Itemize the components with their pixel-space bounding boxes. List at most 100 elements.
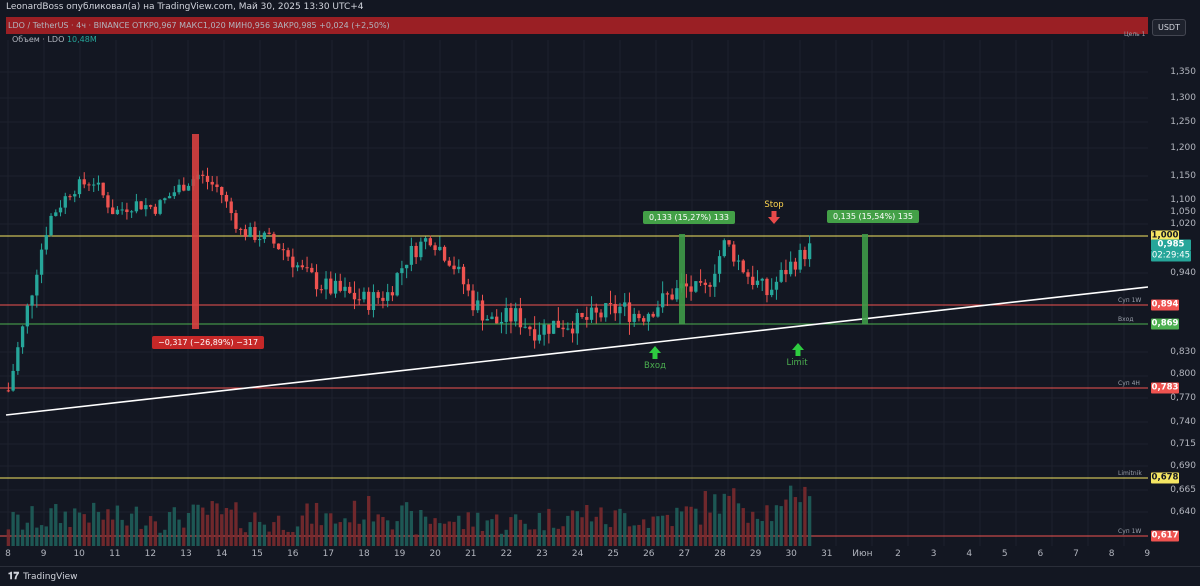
candle-body — [63, 196, 67, 208]
volume-bar — [6, 529, 11, 546]
price-tag-yellow-top[interactable]: 1,000 — [1151, 230, 1179, 242]
candle-body — [741, 260, 745, 273]
candle-body — [381, 297, 385, 301]
volume-bar — [35, 527, 39, 546]
volume-bar — [694, 508, 698, 546]
price-scale[interactable]: 1,350 1,300 1,250 1,200 1,150 1,100 1,050 1,020… — [1148, 0, 1200, 546]
candle-body — [575, 312, 579, 334]
candle-body — [428, 238, 432, 246]
measure-label-right[interactable]: 0,135 (15,54%) 135 — [827, 210, 920, 223]
candle-body — [139, 201, 143, 210]
bar-countdown: 02:29:45 — [1151, 250, 1191, 262]
volume-legend[interactable]: Объем · LDO 10,48M — [12, 35, 97, 44]
volume-bar — [111, 519, 115, 546]
candle-body — [485, 318, 489, 321]
symbol-legend-bar[interactable] — [6, 17, 1148, 34]
volume-bar — [381, 516, 385, 546]
measure-label-mid[interactable]: 0,133 (15,27%) 133 — [643, 211, 736, 224]
candle-body — [480, 300, 485, 321]
time-label: 8 — [1108, 549, 1115, 559]
volume-bar — [570, 510, 575, 546]
level-name-sup1w-low: Суп 1W — [1118, 528, 1142, 535]
price-tick: 1,100 — [1170, 195, 1196, 205]
volume-bar — [589, 521, 594, 546]
volume-bar — [495, 514, 499, 546]
candle-body — [295, 265, 300, 268]
volume-bar — [362, 519, 366, 546]
volume-bar — [68, 527, 72, 546]
volume-bar — [542, 530, 546, 546]
volume-bar — [433, 518, 437, 546]
volume-bar — [324, 513, 328, 546]
candle-body — [310, 267, 314, 273]
time-label: 26 — [643, 549, 655, 559]
price-tag-sup4h[interactable]: 0,783 — [1151, 382, 1179, 394]
price-chart[interactable] — [0, 0, 1148, 546]
level-name-limitnik: Limitnik — [1118, 470, 1142, 477]
time-label: 14 — [215, 549, 228, 559]
price-tag-entry[interactable]: 0,869 — [1151, 318, 1179, 330]
candle-body — [186, 185, 191, 191]
current-price-tag[interactable]: 0,985 — [1151, 239, 1191, 251]
symbol-line[interactable]: LDO / TetherUS · 4ч · BINANCE ОТКР0,967 … — [8, 21, 390, 30]
price-tag-limitnik[interactable]: 0,678 — [1151, 472, 1179, 484]
volume-bar — [765, 505, 769, 546]
candle-body — [537, 334, 542, 341]
price-tag-resistance[interactable]: 0,894 — [1151, 299, 1179, 311]
volume-bar — [623, 513, 627, 546]
volume-bar — [585, 504, 589, 546]
candle-body — [281, 249, 286, 251]
volume-bar — [551, 527, 556, 546]
volume-bar — [101, 519, 105, 546]
volume-bar — [793, 497, 798, 546]
tradingview-brand[interactable]: 𝟏𝟕 TradingView — [8, 571, 78, 582]
candle-body — [404, 264, 409, 269]
price-tick: 1,020 — [1170, 219, 1196, 229]
volume-bar — [608, 527, 613, 546]
candle-body — [367, 291, 371, 311]
volume-bar — [736, 503, 741, 546]
volume-bar — [419, 510, 423, 546]
time-label: 31 — [821, 549, 833, 559]
volume-bar — [594, 516, 598, 546]
candle-body — [314, 272, 319, 290]
level-name-resistance: Суп 1W — [1118, 297, 1142, 304]
candle-body — [106, 195, 110, 208]
volume-bar — [134, 506, 139, 546]
candle-body — [438, 246, 442, 251]
volume-bar — [708, 512, 712, 546]
volume-bar — [613, 510, 617, 546]
candle-body — [362, 291, 366, 300]
candle-body — [338, 280, 342, 291]
level-name-sup4h: Суп 4Н — [1118, 380, 1140, 387]
time-label: 16 — [287, 549, 299, 559]
volume-bar — [599, 507, 603, 546]
measure-label-left[interactable]: −0,317 (−26,89%) −317 — [152, 336, 265, 349]
candle-body — [58, 207, 63, 213]
volume-bar — [291, 532, 295, 546]
candle-body — [371, 292, 376, 311]
price-tag-sup1w-low[interactable]: 0,617 — [1151, 530, 1179, 542]
volume-bar — [803, 486, 807, 546]
volume-bar — [732, 488, 736, 546]
limit-label[interactable]: Limit — [786, 358, 808, 368]
volume-bar — [82, 514, 86, 546]
volume-bar — [703, 491, 707, 546]
volume-bar — [760, 521, 764, 546]
volume-bar — [476, 512, 480, 546]
volume-bar — [115, 505, 120, 546]
candle-body — [20, 326, 25, 348]
author-line: LeonardBoss опубликовал(а) на TradingVie… — [6, 2, 364, 12]
currency-button[interactable]: USDT — [1152, 19, 1186, 36]
volume-bar — [191, 504, 195, 546]
volume-bar — [106, 509, 110, 546]
volume-bar — [357, 523, 361, 546]
volume-bar — [604, 524, 608, 546]
volume-bar — [423, 516, 428, 546]
stop-label[interactable]: Stop — [764, 200, 784, 210]
entry-label[interactable]: Вход — [644, 361, 666, 371]
time-label: 5 — [1001, 549, 1008, 559]
candle-body — [518, 308, 523, 328]
time-axis[interactable]: 8 9 10 11 12 13 14 15 16 17 18 19 20 21 22 23 24 25 26 27 28… — [0, 546, 1150, 564]
volume-bar — [438, 523, 442, 546]
